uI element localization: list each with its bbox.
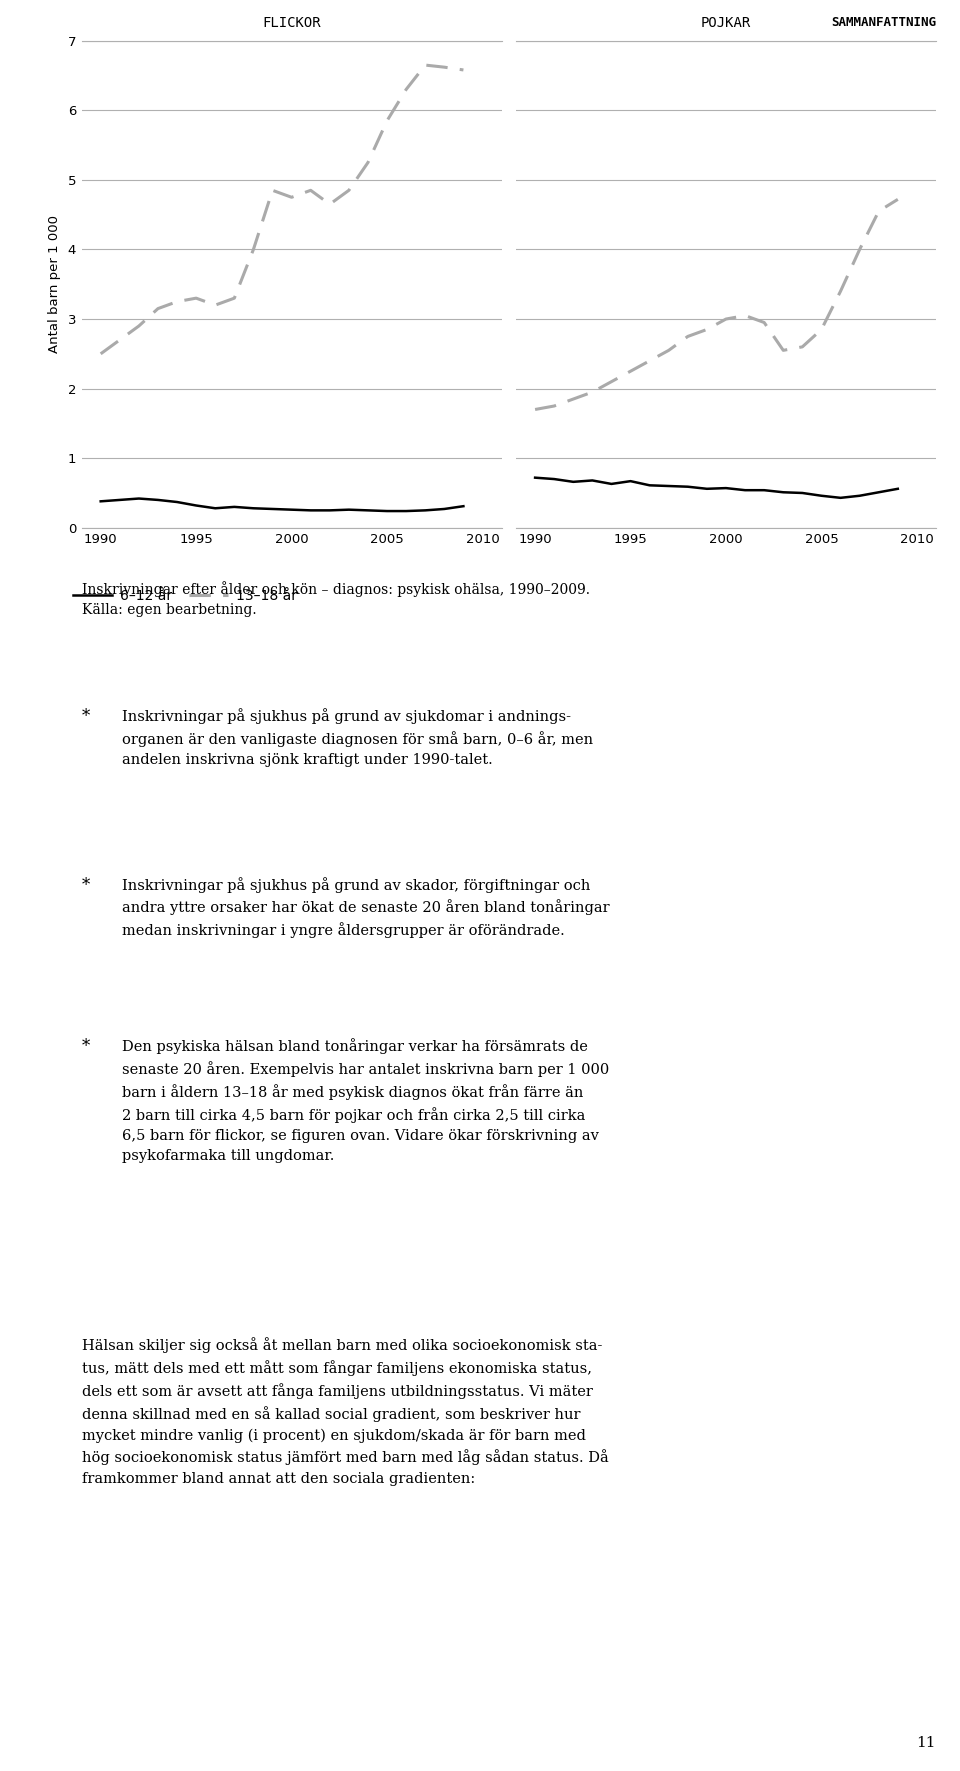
Text: Inskrivningar efter ålder och kön – diagnos: psykisk ohälsa, 1990–2009.
Källa: e: Inskrivningar efter ålder och kön – diag… bbox=[82, 581, 589, 616]
Title: FLICKOR: FLICKOR bbox=[262, 16, 321, 30]
Text: Den psykiska hälsan bland tonåringar verkar ha försämrats de
senaste 20 åren. Ex: Den psykiska hälsan bland tonåringar ver… bbox=[122, 1038, 610, 1162]
Text: SAMMANFATTNING: SAMMANFATTNING bbox=[831, 16, 936, 28]
Text: *: * bbox=[82, 1038, 90, 1056]
Title: POJKAR: POJKAR bbox=[701, 16, 751, 30]
Text: *: * bbox=[82, 708, 90, 726]
Text: *: * bbox=[82, 877, 90, 894]
Text: Inskrivningar på sjukhus på grund av sjukdomar i andnings-
organen är den vanlig: Inskrivningar på sjukhus på grund av sju… bbox=[122, 708, 593, 767]
Text: Hälsan skiljer sig också åt mellan barn med olika socioekonomisk sta-
tus, mätt : Hälsan skiljer sig också åt mellan barn … bbox=[82, 1337, 609, 1486]
Y-axis label: Antal barn per 1 000: Antal barn per 1 000 bbox=[48, 216, 60, 352]
Text: 11: 11 bbox=[917, 1736, 936, 1750]
Text: Inskrivningar på sjukhus på grund av skador, förgiftningar och
andra yttre orsak: Inskrivningar på sjukhus på grund av ska… bbox=[122, 877, 610, 939]
Legend: 6–12 år, 13–18 år: 6–12 år, 13–18 år bbox=[67, 583, 303, 609]
